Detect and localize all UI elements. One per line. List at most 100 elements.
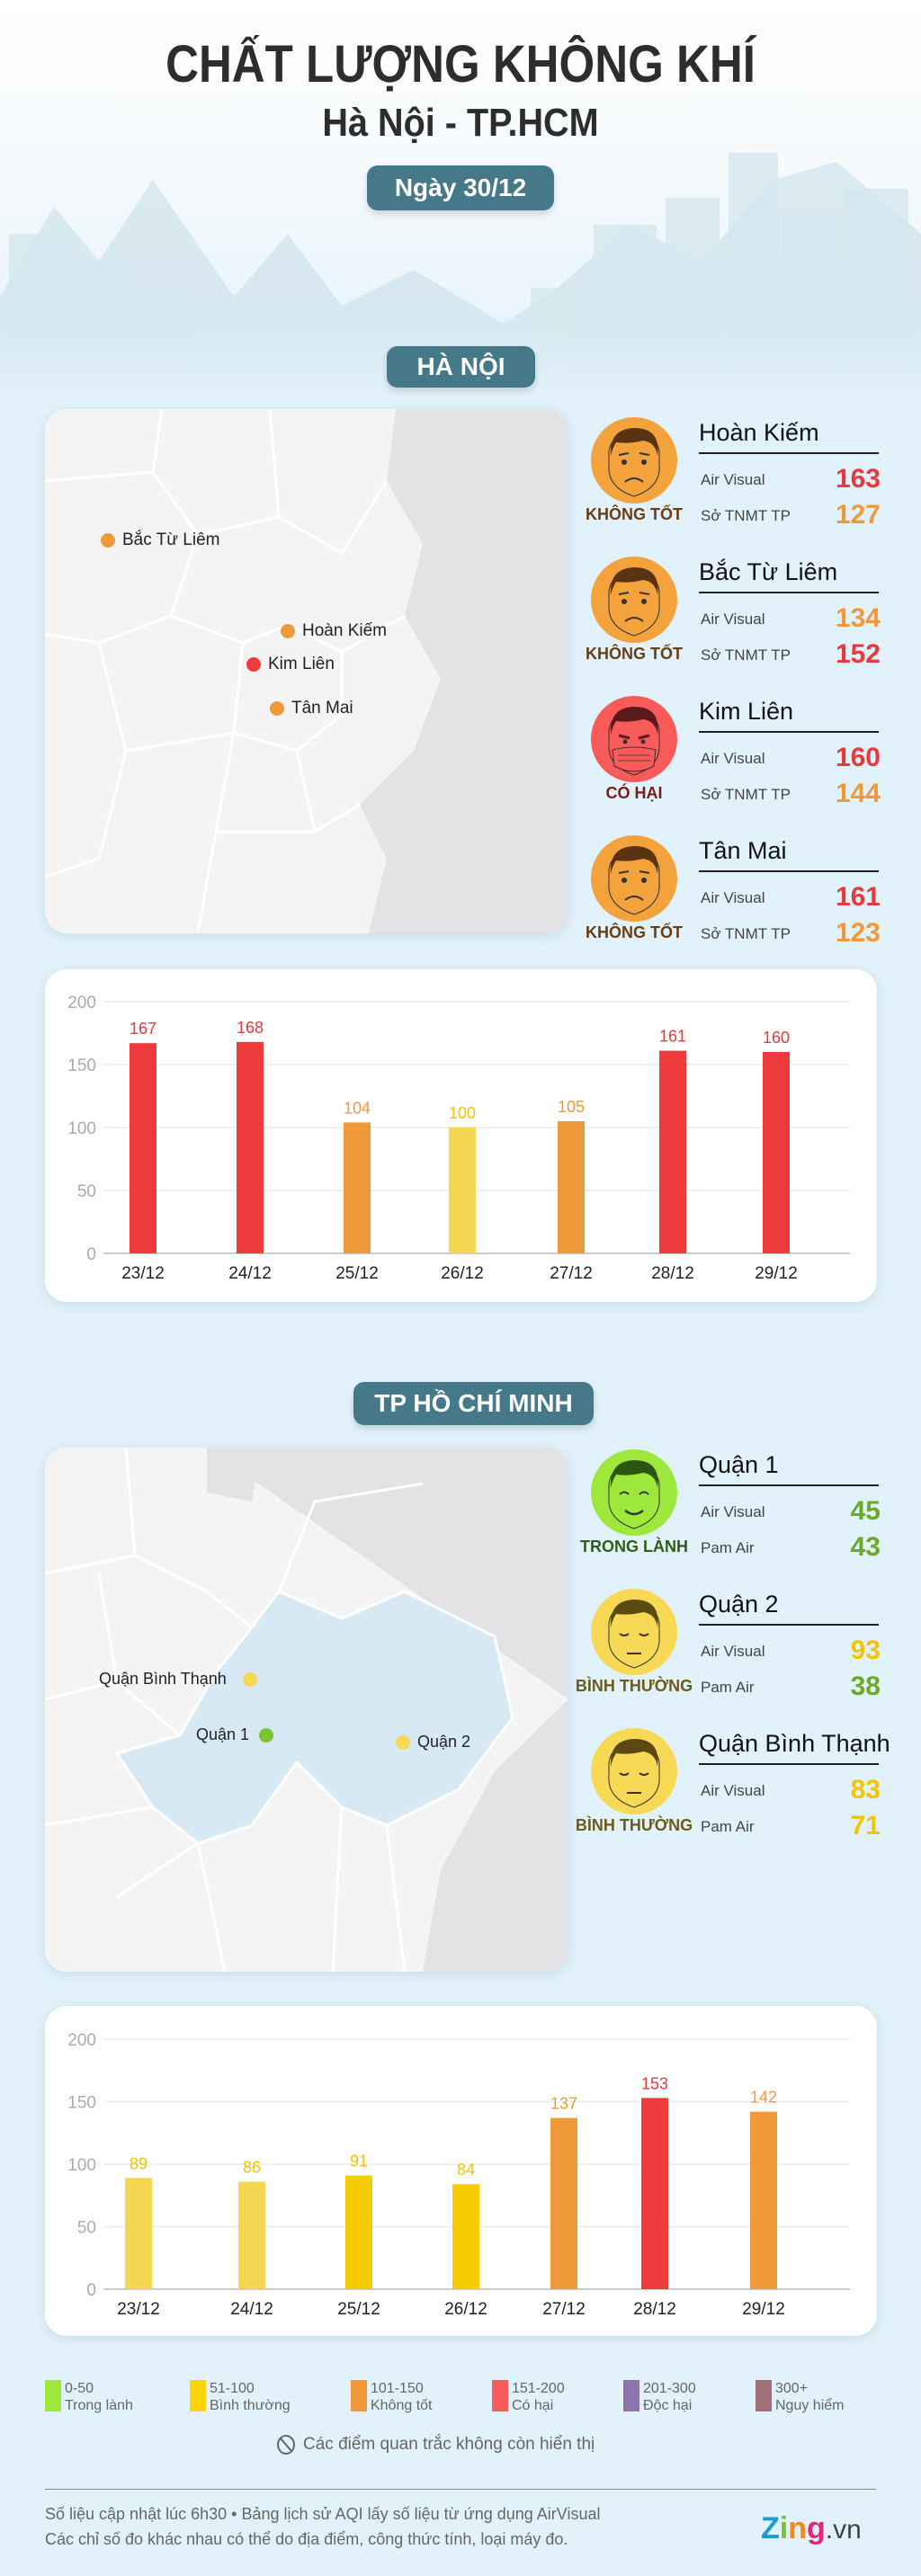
zing-logo: Zing.vn: [761, 2511, 862, 2545]
sad-face-icon: [589, 415, 679, 505]
source-label: Sở TNMT TP: [701, 646, 791, 664]
aqi-value: 45: [850, 1496, 881, 1526]
source-label: Pam Air: [701, 1539, 755, 1556]
legend-swatch: [351, 2380, 367, 2411]
station-name: Hoàn Kiếm: [699, 419, 879, 454]
legend-label: Bình thường: [210, 2398, 291, 2413]
y-tick-label: 50: [77, 2219, 96, 2238]
source-row: Pam Air 38: [701, 1671, 881, 1701]
mask-face-icon: [589, 694, 679, 784]
x-tick-label: 27/12: [542, 2300, 586, 2319]
source-row: Air Visual 134: [701, 603, 881, 633]
y-tick-label: 200: [67, 2031, 96, 2050]
station-name: Quận 1: [699, 1451, 879, 1486]
status-label: KHÔNG TỐT: [586, 645, 683, 663]
hanoi-aqi-chart: 0 50 100 150 200 167 23/12 168 24/12 104 25/12 100 2…: [45, 969, 877, 1302]
source-row: Sở TNMT TP 152: [701, 639, 881, 669]
y-tick-label: 0: [86, 2281, 96, 2300]
aqi-value: 144: [835, 779, 881, 808]
bar: [449, 1128, 476, 1253]
map-label: Kim Liên: [268, 655, 335, 673]
calm-face-icon: [589, 1587, 679, 1677]
aqi-value: 38: [850, 1671, 881, 1701]
source-label: Air Visual: [701, 889, 765, 906]
map-label: Hoàn Kiếm: [302, 621, 387, 640]
source-label: Air Visual: [701, 1643, 765, 1660]
bar: [344, 1122, 371, 1253]
station-card: BÌNH THƯỜNG Quận Bình Thạnh Air Visual 83…: [576, 1726, 895, 1861]
aqi-value: 43: [850, 1532, 881, 1562]
station-card: KHÔNG TỐT Hoàn Kiếm Air Visual 163 Sở TNM…: [586, 415, 895, 550]
y-tick-label: 150: [67, 2094, 96, 2113]
section-label-hcm: TP HỒ CHÍ MINH: [353, 1382, 594, 1425]
status-label: TRONG LÀNH: [580, 1538, 688, 1555]
bar: [659, 1050, 686, 1253]
bar: [237, 1041, 264, 1253]
x-tick-label: 26/12: [441, 1264, 484, 1283]
data-label: 86: [243, 2158, 261, 2176]
y-tick-label: 100: [67, 1119, 96, 1138]
source-label: Air Visual: [701, 471, 765, 488]
source-row: Sở TNMT TP 144: [701, 779, 881, 808]
map-marker-hoan-kiem: [281, 624, 295, 638]
calm-face-icon: [589, 1726, 679, 1816]
x-tick-label: 26/12: [444, 2300, 487, 2319]
legend-range: 51-100: [210, 2381, 255, 2396]
sad-face-icon: [589, 833, 679, 923]
aqi-value: 93: [850, 1636, 881, 1665]
station-name: Kim Liên: [699, 698, 879, 733]
data-label: 89: [130, 2154, 148, 2172]
bar: [558, 1121, 585, 1253]
x-tick-label: 24/12: [228, 1264, 272, 1283]
data-label: 104: [344, 1099, 371, 1117]
legend-swatch: [492, 2380, 508, 2411]
bar: [763, 1052, 790, 1253]
hcm-district-map: [45, 1448, 568, 1972]
x-tick-label: 27/12: [550, 1264, 593, 1283]
bar: [750, 2111, 777, 2289]
source-label: Air Visual: [701, 1782, 765, 1799]
legend-label: Nguy hiểm: [775, 2398, 845, 2413]
data-label: 153: [641, 2074, 668, 2092]
x-tick-label: 24/12: [230, 2300, 273, 2319]
data-label: 161: [659, 1028, 686, 1046]
map-label: Tân Mai: [291, 699, 353, 718]
legend-range: 300+: [775, 2381, 809, 2396]
data-label: 168: [237, 1019, 264, 1037]
legend-label: Trong lành: [65, 2398, 133, 2413]
data-label: 137: [550, 2095, 577, 2113]
station-name: Bắc Từ Liêm: [699, 558, 879, 593]
x-tick-label: 25/12: [335, 1264, 379, 1283]
station-card: KHÔNG TỐT Bắc Từ Liêm Air Visual 134 Sở T…: [586, 555, 895, 690]
footer-line-2: Các chỉ số đo khác nhau có thể do địa đi…: [45, 2530, 568, 2548]
hcm-map: Quận Bình Thạnh Quận 1 Quận 2: [45, 1448, 568, 1972]
source-row: Sở TNMT TP 127: [701, 500, 881, 530]
station-card: TRONG LÀNH Quận 1 Air Visual 45 Pam Air 43: [580, 1448, 895, 1582]
x-tick-label: 23/12: [121, 1264, 165, 1283]
source-label: Sở TNMT TP: [701, 925, 791, 942]
y-tick-label: 100: [67, 2156, 96, 2175]
bar: [238, 2181, 265, 2289]
hanoi-bar-chart: 0 50 100 150 200 167 23/12 168 24/12 104 25/12 100 2…: [67, 994, 850, 1283]
station-name: Quận Bình Thạnh: [699, 1730, 890, 1765]
source-row: Sở TNMT TP 123: [701, 918, 881, 948]
source-row: Air Visual 83: [701, 1775, 881, 1805]
map-label: Quận 2: [417, 1733, 471, 1751]
data-label: 142: [750, 2089, 777, 2107]
note-text: Các điểm quan trắc không còn hiển thị: [303, 2435, 595, 2454]
status-label: KHÔNG TỐT: [586, 505, 683, 523]
source-row: Air Visual 93: [701, 1636, 881, 1665]
source-label: Pam Air: [701, 1679, 755, 1696]
status-label: KHÔNG TỐT: [586, 923, 683, 941]
legend-range: 101-150: [371, 2381, 424, 2396]
footer-line-1: Số liệu cập nhật lúc 6h30 • Bảng lịch sử…: [45, 2505, 601, 2523]
data-label: 105: [558, 1098, 585, 1116]
source-row: Air Visual 160: [701, 743, 881, 772]
station-card: KHÔNG TỐT Tân Mai Air Visual 161 Sở TNMT …: [586, 833, 895, 968]
legend-label: Độc hại: [643, 2398, 693, 2413]
aqi-value: 163: [835, 464, 881, 494]
x-tick-label: 23/12: [117, 2300, 160, 2319]
map-marker-quan-2: [396, 1735, 410, 1750]
status-label: CÓ HẠI: [605, 784, 663, 802]
section-label-hanoi: HÀ NỘI: [387, 346, 535, 388]
